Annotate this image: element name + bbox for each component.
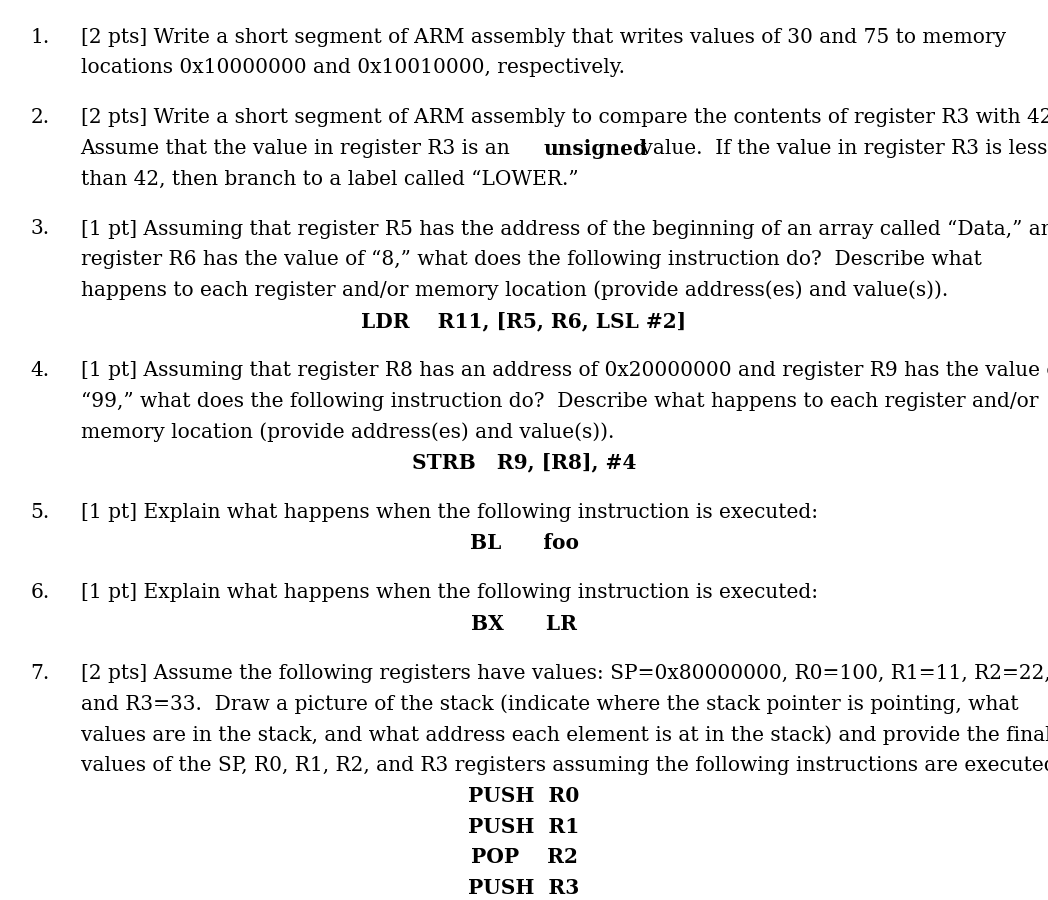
Text: [1 pt] Explain what happens when the following instruction is executed:: [1 pt] Explain what happens when the fol…	[81, 583, 817, 602]
Text: [2 pts] Write a short segment of ARM assembly to compare the contents of registe: [2 pts] Write a short segment of ARM ass…	[81, 108, 1048, 127]
Text: 4.: 4.	[30, 361, 49, 380]
Text: PUSH  R3: PUSH R3	[468, 878, 580, 898]
Text: [2 pts] Write a short segment of ARM assembly that writes values of 30 and 75 to: [2 pts] Write a short segment of ARM ass…	[81, 28, 1006, 47]
Text: 6.: 6.	[30, 583, 50, 602]
Text: [1 pt] Assuming that register R5 has the address of the beginning of an array ca: [1 pt] Assuming that register R5 has the…	[81, 220, 1048, 238]
Text: value.  If the value in register R3 is less: value. If the value in register R3 is le…	[635, 139, 1047, 158]
Text: POP    R2: POP R2	[471, 847, 577, 868]
Text: PUSH  R0: PUSH R0	[468, 786, 580, 806]
Text: unsigned: unsigned	[544, 139, 648, 159]
Text: happens to each register and/or memory location (provide address(es) and value(s: happens to each register and/or memory l…	[81, 281, 947, 301]
Text: BL      foo: BL foo	[470, 534, 578, 554]
Text: PUSH  R1: PUSH R1	[468, 816, 580, 837]
Text: values are in the stack, and what address each element is at in the stack) and p: values are in the stack, and what addres…	[81, 725, 1048, 744]
Text: 7.: 7.	[30, 664, 50, 683]
Text: 1.: 1.	[30, 28, 50, 47]
Text: LDR    R11, [R5, R6, LSL #2]: LDR R11, [R5, R6, LSL #2]	[362, 311, 686, 331]
Text: than 42, then branch to a label called “LOWER.”: than 42, then branch to a label called “…	[81, 169, 578, 188]
Text: memory location (provide address(es) and value(s)).: memory location (provide address(es) and…	[81, 422, 614, 442]
Text: STRB   R9, [R8], #4: STRB R9, [R8], #4	[412, 453, 636, 472]
Text: “99,” what does the following instruction do?  Describe what happens to each reg: “99,” what does the following instructio…	[81, 392, 1039, 410]
Text: values of the SP, R0, R1, R2, and R3 registers assuming the following instructio: values of the SP, R0, R1, R2, and R3 reg…	[81, 756, 1048, 775]
Text: [1 pt] Explain what happens when the following instruction is executed:: [1 pt] Explain what happens when the fol…	[81, 503, 817, 522]
Text: 5.: 5.	[30, 503, 50, 522]
Text: locations 0x10000000 and 0x10010000, respectively.: locations 0x10000000 and 0x10010000, res…	[81, 58, 625, 77]
Text: [2 pts] Assume the following registers have values: SP=0x80000000, R0=100, R1=11: [2 pts] Assume the following registers h…	[81, 664, 1048, 683]
Text: Assume that the value in register R3 is an: Assume that the value in register R3 is …	[81, 139, 517, 158]
Text: 3.: 3.	[30, 220, 49, 238]
Text: and R3=33.  Draw a picture of the stack (indicate where the stack pointer is poi: and R3=33. Draw a picture of the stack (…	[81, 695, 1019, 714]
Text: register R6 has the value of “8,” what does the following instruction do?  Descr: register R6 has the value of “8,” what d…	[81, 250, 981, 269]
Text: 2.: 2.	[30, 108, 49, 127]
Text: [1 pt] Assuming that register R8 has an address of 0x20000000 and register R9 ha: [1 pt] Assuming that register R8 has an …	[81, 361, 1048, 380]
Text: BX      LR: BX LR	[471, 614, 577, 634]
